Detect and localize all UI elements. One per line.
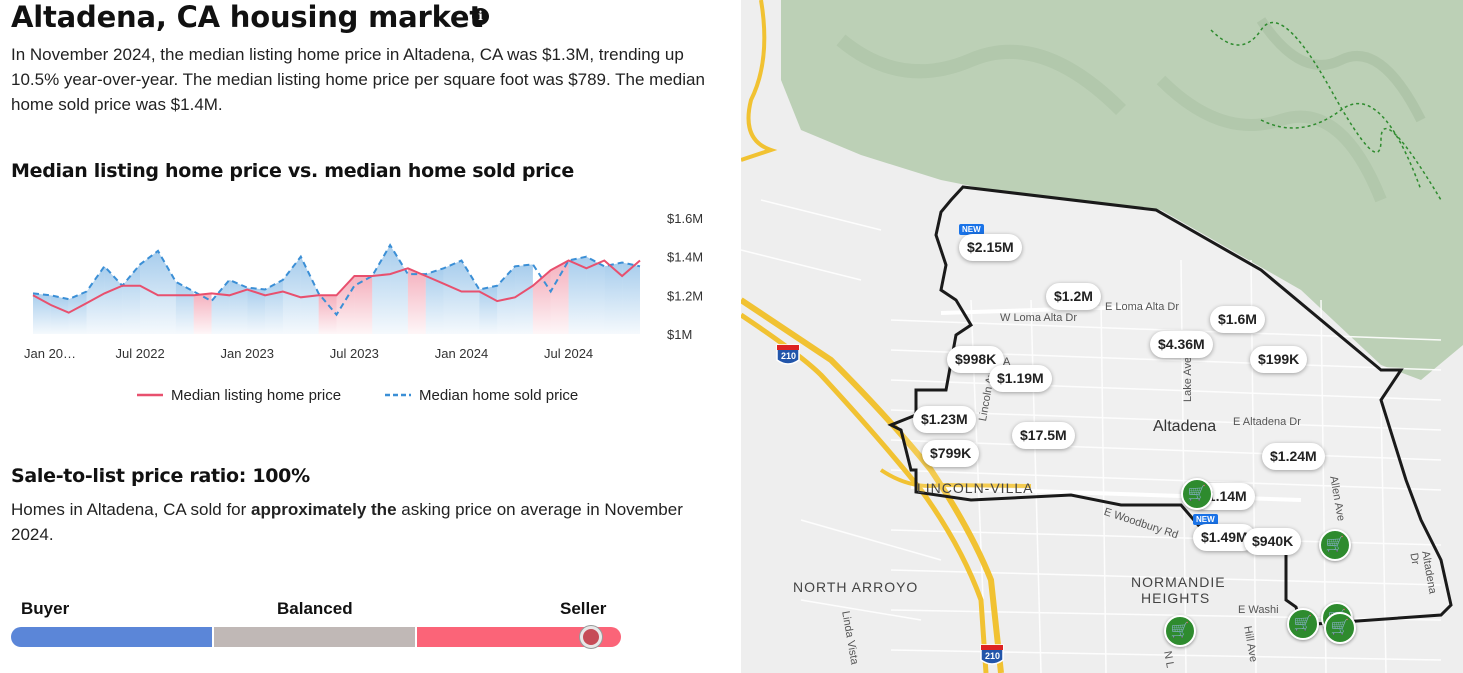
area-segment	[104, 266, 123, 334]
price-pin[interactable]: $1.2M	[1046, 283, 1101, 310]
area-segment	[140, 250, 158, 334]
area-segment	[157, 250, 176, 334]
y-tick-label: $1M	[667, 327, 692, 342]
street-w-loma-alta: W Loma Alta Dr	[1000, 312, 1078, 324]
area-segment	[247, 287, 266, 334]
price-pin[interactable]: $17.5M	[1012, 422, 1075, 449]
map-view[interactable]: 210 210 Altadena LINCOLN-VILLA NORTH ARR…	[741, 0, 1463, 673]
price-pin[interactable]: $940K	[1244, 528, 1302, 555]
area-segment	[604, 262, 623, 334]
area-segment	[265, 279, 283, 334]
info-icon[interactable]: i	[472, 8, 489, 25]
area-segment	[193, 293, 212, 334]
price-pin[interactable]: $1.23M	[913, 406, 976, 433]
street-e-altadena: E Altadena Dr	[1233, 416, 1301, 428]
balanced-label: Balanced	[277, 599, 353, 618]
highway-210-label-bottom: 210	[985, 651, 1001, 661]
area-segment	[122, 264, 141, 334]
y-tick-label: $1.2M	[667, 288, 703, 303]
price-pin[interactable]: $2.15M	[959, 234, 1022, 261]
price-pin[interactable]: $1.24M	[1262, 443, 1325, 470]
area-segment	[390, 245, 408, 334]
area-segment	[211, 279, 230, 334]
shopping-cart-icon[interactable]: 🛒	[1324, 612, 1356, 644]
area-segment	[336, 276, 355, 334]
area-segment	[425, 268, 444, 334]
market-meter-indicator	[579, 626, 602, 648]
highway-210-shield-bottom	[980, 644, 1004, 665]
ratio-text-after: asking price on average in November 2024…	[11, 500, 683, 544]
market-summary: In November 2024, the median listing hom…	[11, 45, 705, 114]
new-listing-tag: NEW	[959, 224, 984, 235]
sale-to-list-title: Sale-to-list price ratio: 100%	[11, 465, 310, 487]
x-tick-label: Jul 2023	[330, 346, 379, 361]
area-segment	[586, 256, 605, 334]
ratio-text-bold: approximately the	[251, 500, 397, 519]
y-tick-label: $1.6M	[667, 211, 703, 226]
legend-label-listing: Median listing home price	[171, 387, 341, 404]
x-tick-label: Jan 2023	[220, 346, 274, 361]
price-pin[interactable]: $199K	[1250, 346, 1308, 373]
shopping-cart-icon[interactable]: 🛒	[1287, 608, 1319, 640]
area-segment	[68, 291, 87, 334]
meter-balanced-segment	[214, 627, 415, 647]
area-segment	[515, 264, 533, 334]
area-segment	[86, 266, 105, 334]
place-label-normandie: NORMANDIE	[1131, 574, 1226, 590]
page-title: Altadena, CA housing market	[11, 0, 484, 34]
price-pin[interactable]: $1.19M	[989, 365, 1052, 392]
area-segment	[532, 270, 551, 334]
street-e-washington: E Washi	[1238, 604, 1279, 616]
place-label-heights: HEIGHTS	[1141, 590, 1211, 606]
shopping-cart-icon[interactable]: 🛒	[1164, 615, 1196, 647]
new-listing-tag-2: NEW	[1193, 514, 1218, 525]
area-segment	[461, 260, 480, 334]
meter-seller-segment	[417, 627, 621, 647]
price-chart: $1.6M $1.4M $1.2M $1M Jan 20… Jul 2022 Jan 202…	[24, 211, 703, 404]
area-segment	[568, 256, 587, 334]
place-label-altadena: Altadena	[1153, 418, 1217, 435]
seller-label: Seller	[560, 599, 607, 618]
area-segment	[318, 295, 337, 334]
market-panel: Altadena, CA housing market i In Novembe…	[11, 0, 705, 648]
meter-buyer-segment	[11, 627, 212, 647]
area-segment	[229, 279, 248, 334]
x-tick-label: Jan 2024	[435, 346, 489, 361]
shopping-cart-icon[interactable]: 🛒	[1181, 478, 1213, 510]
area-segment	[550, 260, 569, 334]
x-tick-label: Jul 2024	[544, 346, 593, 361]
area-segment	[622, 262, 640, 334]
highway-210-label: 210	[781, 351, 797, 361]
legend-label-sold: Median home sold price	[419, 387, 578, 404]
buyer-label: Buyer	[21, 599, 70, 618]
area-segment	[407, 268, 426, 334]
street-a: A	[1003, 356, 1011, 368]
street-e-loma-alta: E Loma Alta Dr	[1105, 301, 1179, 313]
map-canvas	[741, 0, 1463, 673]
y-tick-label: $1.4M	[667, 250, 703, 265]
place-label-lincoln-villa: LINCOLN-VILLA	[917, 480, 1034, 496]
sale-to-list-text: Homes in Altadena, CA sold for approxima…	[11, 497, 691, 547]
shopping-cart-icon[interactable]: 🛒	[1319, 529, 1351, 561]
area-segment	[372, 245, 391, 334]
area-segment	[50, 295, 69, 334]
street-lake-ave: Lake Ave	[1182, 356, 1194, 402]
chart-title: Median listing home price vs. median hom…	[11, 160, 574, 182]
series-line-sold	[32, 243, 641, 317]
area-segment	[443, 260, 462, 334]
x-tick-label: Jul 2022	[116, 346, 165, 361]
area-segment	[354, 276, 373, 334]
place-label-north-arroyo: NORTH ARROYO	[793, 579, 919, 595]
price-pin[interactable]: $799K	[922, 440, 980, 467]
ratio-text-before: Homes in Altadena, CA sold for	[11, 500, 252, 519]
highway-210-shield-top	[776, 344, 800, 365]
price-pin[interactable]: $4.36M	[1150, 331, 1213, 358]
mountain-area	[781, 0, 1463, 380]
series-line-listing	[32, 259, 641, 314]
price-pin[interactable]: $1.6M	[1210, 306, 1265, 333]
x-tick-label: Jan 20…	[24, 346, 76, 361]
